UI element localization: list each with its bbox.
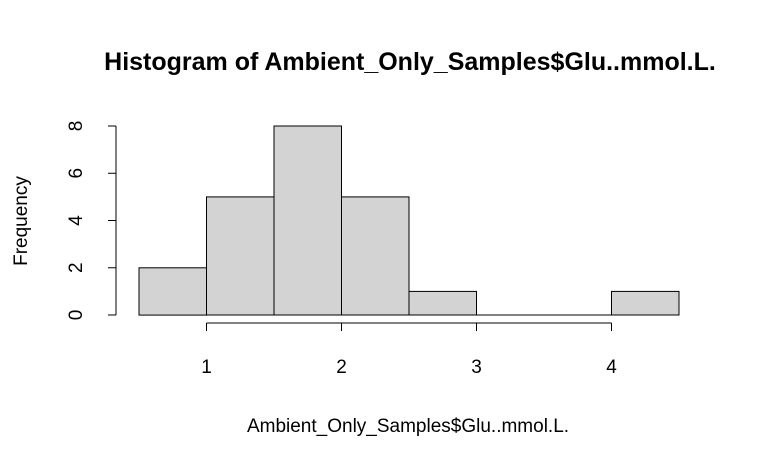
x-tick-label: 1 [201,357,212,378]
y-tick-label: 8 [66,121,87,132]
histogram-bar [611,290,680,316]
y-axis: 0 2 4 6 8 [66,121,117,321]
histogram-bar [206,196,275,316]
histogram-bar [408,290,477,316]
histogram-bar [138,267,207,316]
y-tick-label: 2 [66,262,87,273]
y-tick-label: 4 [66,215,87,226]
x-axis: 1 2 3 4 [201,322,617,378]
bars-group [138,125,680,316]
chart-title: Histogram of Ambient_Only_Samples$Glu..m… [104,48,716,76]
y-axis-label: Frequency [11,176,32,266]
x-tick-label: 2 [336,357,347,378]
x-tick-label: 4 [606,357,617,378]
y-tick-label: 6 [66,168,87,179]
x-tick-label: 3 [471,357,482,378]
histogram-bar [341,196,410,316]
x-axis-label: Ambient_Only_Samples$Glu..mmol.L. [247,416,569,437]
histogram-bar [273,125,342,316]
y-tick-label: 0 [66,310,87,321]
